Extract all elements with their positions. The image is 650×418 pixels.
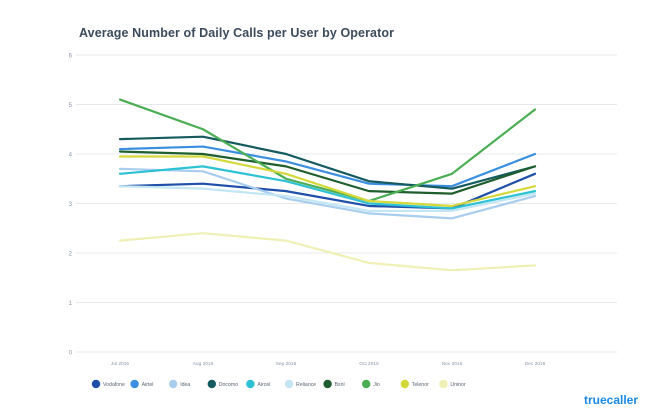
- x-tick-label: Jul 2016: [111, 361, 129, 367]
- legend-label: Telenor: [412, 382, 429, 388]
- legend-swatch: [246, 379, 255, 389]
- chart-title: Average Number of Daily Calls per User b…: [79, 26, 395, 40]
- legend-label: Uninor: [450, 382, 466, 388]
- x-tick-label: Dec 2016: [525, 361, 546, 367]
- legend-item-vodafone: Vodafone: [91, 379, 125, 389]
- series-line-reliance: [118, 185, 537, 213]
- legend-swatch: [130, 379, 139, 389]
- legend-item-airtel: Airtel: [130, 379, 154, 389]
- series-lines: [118, 98, 537, 272]
- legend: Vodafone Airtel Idea Docomo Aircel Reliance Bs…: [91, 379, 466, 389]
- y-tick-label: 0: [69, 351, 73, 357]
- legend-label: Reliance: [296, 382, 316, 388]
- legend-item-docomo: Docomo: [207, 379, 238, 389]
- y-axis-ticks: 0 1 2 3 4 5 6: [69, 54, 73, 357]
- legend-label: Aircel: [257, 382, 270, 388]
- legend-swatch: [362, 379, 371, 389]
- y-tick-label: 3: [69, 202, 73, 208]
- y-tick-label: 1: [69, 301, 73, 307]
- legend-item-aircel: Aircel: [246, 379, 270, 389]
- legend-swatch: [284, 379, 294, 389]
- series-line-uninor: [118, 232, 537, 272]
- series-line-aircel: [118, 165, 537, 210]
- y-tick-label: 4: [69, 153, 73, 159]
- x-tick-label: Aug 2016: [193, 361, 214, 367]
- series-line-telenor: [118, 155, 537, 208]
- series-line-jio: [118, 98, 537, 203]
- legend-swatch: [91, 379, 101, 389]
- x-tick-label: Oct 2016: [359, 361, 379, 367]
- legend-label: Bsnl: [335, 382, 345, 388]
- legend-label: Airtel: [142, 382, 154, 388]
- x-axis-ticks: Jul 2016 Aug 2016 Sep 2016 Oct 2016 Nov 2016…: [111, 361, 546, 367]
- truecaller-logo: truecaller: [583, 393, 638, 407]
- legend-item-telenor: Telenor: [400, 379, 429, 389]
- series-line-docomo: [118, 135, 537, 190]
- legend-item-idea: Idea: [169, 379, 190, 389]
- legend-item-jio: Jio: [362, 379, 380, 389]
- legend-swatch: [323, 379, 332, 389]
- legend-label: Jio: [373, 382, 380, 388]
- legend-swatch: [400, 379, 409, 389]
- y-tick-label: 5: [69, 103, 73, 109]
- x-tick-label: Sep 2016: [276, 361, 297, 367]
- gridlines: [76, 54, 617, 353]
- legend-label: Idea: [180, 382, 190, 388]
- legend-label: Docomo: [219, 382, 238, 388]
- legend-item-reliance: Reliance: [284, 379, 316, 389]
- series-line-idea: [118, 167, 537, 220]
- x-tick-label: Nov 2016: [442, 361, 463, 367]
- y-tick-label: 2: [69, 252, 73, 258]
- legend-swatch: [207, 379, 216, 389]
- legend-item-uninor: Uninor: [439, 379, 466, 389]
- series-line-airtel: [118, 145, 537, 188]
- legend-label: Vodafone: [103, 382, 125, 388]
- y-tick-label: 6: [69, 54, 73, 60]
- series-line-bsnl: [118, 150, 537, 195]
- legend-swatch: [439, 379, 448, 389]
- legend-swatch: [169, 379, 178, 389]
- legend-item-bsnl: Bsnl: [323, 379, 345, 389]
